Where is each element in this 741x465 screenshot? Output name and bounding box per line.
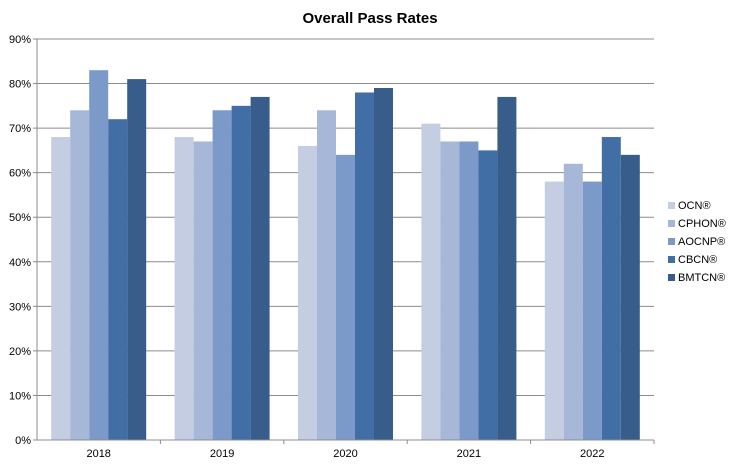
bar — [374, 88, 393, 440]
legend-swatch — [668, 256, 675, 263]
x-tick-label: 2019 — [210, 448, 234, 460]
legend-swatch — [668, 274, 675, 281]
y-tick-label: 90% — [9, 34, 31, 46]
bar — [89, 70, 109, 440]
bar — [544, 181, 564, 441]
y-tick-label: 40% — [9, 257, 31, 269]
bar — [298, 145, 317, 440]
y-tick-label: 0% — [15, 435, 31, 447]
legend-swatch — [668, 220, 675, 227]
legend-swatch — [668, 238, 675, 245]
bar — [620, 154, 640, 440]
bar — [70, 110, 90, 441]
legend-swatch — [668, 202, 675, 209]
bar — [212, 110, 232, 441]
y-tick-label: 80% — [9, 79, 31, 91]
x-axis-ticks: 2018 2019 2020 2021 2022 — [86, 440, 655, 460]
bar — [108, 119, 128, 440]
chart-title: Overall Pass Rates — [302, 10, 437, 27]
legend: OCN® CPHON® AOCNP® CBCN® BMTCN® — [668, 200, 726, 284]
bar — [355, 92, 374, 440]
bar — [440, 141, 460, 440]
bar — [127, 79, 147, 440]
bar — [231, 105, 251, 440]
legend-label: CBCN® — [678, 254, 717, 266]
y-tick-label: 20% — [9, 346, 31, 358]
axes — [36, 39, 654, 441]
bar — [497, 96, 517, 440]
legend-label: BMTCN® — [678, 272, 725, 284]
y-tick-label: 50% — [9, 212, 31, 224]
x-tick-label: 2018 — [86, 448, 110, 460]
y-tick-label: 10% — [9, 390, 31, 402]
bar — [51, 137, 71, 440]
y-tick-label: 60% — [9, 168, 31, 180]
bar — [336, 154, 355, 440]
bar — [317, 110, 336, 441]
bar — [174, 137, 194, 440]
bar — [601, 137, 621, 440]
y-tick-label: 30% — [9, 301, 31, 313]
bar — [478, 150, 498, 440]
bars — [51, 70, 640, 441]
legend-label: OCN® — [678, 200, 711, 212]
bar — [459, 141, 479, 440]
x-tick-label: 2020 — [333, 448, 357, 460]
bar — [563, 163, 583, 440]
bar — [250, 96, 270, 440]
legend-label: CPHON® — [678, 218, 726, 230]
x-tick-label: 2022 — [580, 448, 604, 460]
y-tick-label: 70% — [9, 123, 31, 135]
bar — [421, 123, 441, 441]
y-axis-ticks: 0% 10% 20% 30% 40% 50% 60% 70% 80% 90% — [9, 34, 37, 447]
bar — [582, 181, 602, 441]
legend-label: AOCNP® — [678, 236, 725, 248]
x-tick-label: 2021 — [457, 448, 481, 460]
bar — [193, 141, 213, 440]
